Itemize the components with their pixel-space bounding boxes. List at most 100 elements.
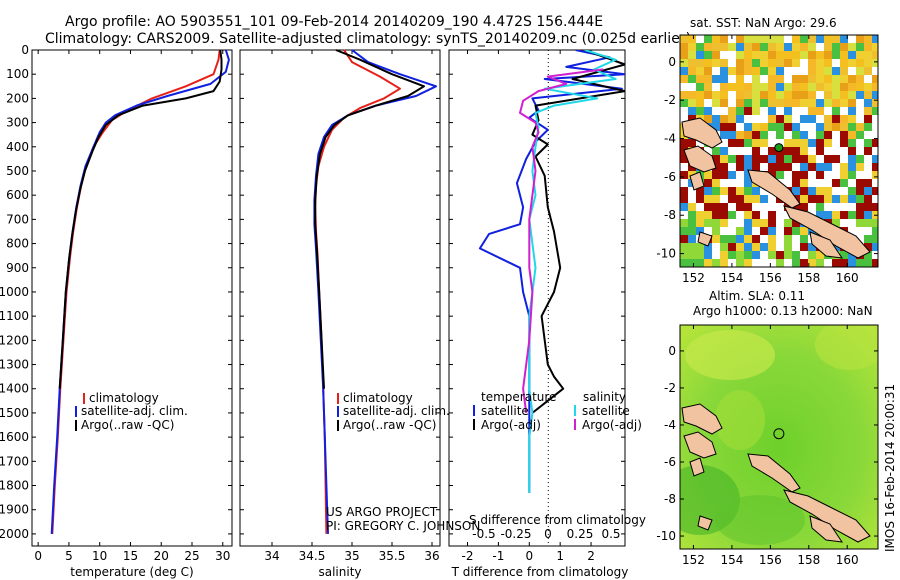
sst-cell <box>712 91 720 99</box>
sst-cell <box>744 163 752 171</box>
sst-cell <box>808 91 816 99</box>
sst-cell <box>760 155 768 163</box>
sst-cell <box>848 163 856 171</box>
sst-cell <box>744 35 752 43</box>
sst-cell <box>792 243 800 251</box>
sst-cell <box>752 91 760 99</box>
difference-axes-frame <box>448 49 626 547</box>
sst-cell <box>680 235 688 243</box>
sst-cell <box>800 67 808 75</box>
sst-cell <box>832 107 840 115</box>
sst-cell <box>704 67 712 75</box>
map-y-tick-label: -2 <box>664 93 676 107</box>
sst-cell <box>800 83 808 91</box>
sst-cell <box>704 251 712 259</box>
coastline <box>681 117 871 259</box>
sst-cell <box>832 123 840 131</box>
salinity-axes-frame <box>239 49 441 547</box>
sst-cell <box>736 211 744 219</box>
legend-t-argo: Argo(-adj) <box>481 418 541 432</box>
sst-cell <box>840 163 848 171</box>
sst-cell <box>688 35 696 43</box>
sst-cell <box>840 171 848 179</box>
sst-cell <box>712 115 720 123</box>
sst-cell <box>752 139 760 147</box>
sst-cell <box>680 179 688 187</box>
sst-cell <box>800 51 808 59</box>
sst-cell <box>768 235 776 243</box>
x-tick-label: 5 <box>65 549 73 563</box>
sst-cell <box>768 107 776 115</box>
sst-cell <box>752 99 760 107</box>
sst-cell <box>816 99 824 107</box>
sst-cell <box>848 195 856 203</box>
sst-cell <box>736 227 744 235</box>
sst-cell <box>800 131 808 139</box>
sst-cell <box>776 107 784 115</box>
sst-cell <box>784 179 792 187</box>
sst-cell <box>736 147 744 155</box>
sst-cell <box>696 35 704 43</box>
x-tick-label: -2 <box>462 549 474 563</box>
sst-cell <box>792 99 800 107</box>
sst-cell <box>736 219 744 227</box>
sst-cell <box>712 251 720 259</box>
sst-cell <box>760 259 768 267</box>
sst-cell <box>872 59 878 67</box>
sst-cell <box>824 147 832 155</box>
sst-cell <box>808 195 816 203</box>
sst-cell <box>824 59 832 67</box>
sst-cell <box>872 147 878 155</box>
sst-cell <box>832 203 840 211</box>
sst-cell <box>872 107 878 115</box>
sst-cell <box>816 203 824 211</box>
sst-cell <box>696 219 704 227</box>
sst-cell <box>872 131 878 139</box>
sst-cell <box>816 115 824 123</box>
sst-cell <box>824 259 832 267</box>
sst-cell <box>848 107 856 115</box>
sst-cell <box>760 211 768 219</box>
sst-cell <box>776 115 784 123</box>
sst-cell <box>720 147 728 155</box>
map-y-tick-label: -4 <box>664 132 676 146</box>
sst-cell <box>856 91 864 99</box>
sst-cell <box>864 139 872 147</box>
sst-cell <box>800 99 808 107</box>
sst-cell <box>736 259 744 267</box>
sst-cell <box>744 179 752 187</box>
sst-cell <box>824 131 832 139</box>
legend-argo: Argo(..raw -QC) <box>81 418 174 432</box>
difference-xlabel: T difference from climatology <box>451 565 629 579</box>
sst-cell <box>824 35 832 43</box>
sst-cell <box>704 203 712 211</box>
map-x-tick-label: 156 <box>759 271 782 285</box>
sst-cell <box>760 195 768 203</box>
sst-cell <box>752 67 760 75</box>
sst-cell <box>712 267 720 275</box>
sst-cell <box>784 139 792 147</box>
sst-cell <box>712 51 720 59</box>
sst-cell <box>680 187 688 195</box>
sst-cell <box>736 75 744 83</box>
sst-cell <box>840 115 848 123</box>
sst-cell <box>752 251 760 259</box>
sst-cell <box>744 75 752 83</box>
sst-cell <box>800 195 808 203</box>
x-tick-label: -1 <box>492 549 504 563</box>
sst-cell <box>864 75 872 83</box>
sst-cell <box>744 115 752 123</box>
sst-cell <box>808 115 816 123</box>
salinity-diff-ticklabels: -0.5 -0.25 0 0.25 0.5 <box>472 527 620 541</box>
sst-cell <box>744 235 752 243</box>
sst-cell <box>784 115 792 123</box>
temperature-series <box>50 49 230 534</box>
sst-cell <box>776 211 784 219</box>
sst-cell <box>856 187 864 195</box>
depth-tick-label: 1600 <box>0 430 29 444</box>
depth-tick-label: 1800 <box>0 479 29 493</box>
sst-cell <box>712 259 720 267</box>
credit-line2: PI: GREGORY C. JOHNSON <box>326 519 480 533</box>
sst-cell <box>728 203 736 211</box>
